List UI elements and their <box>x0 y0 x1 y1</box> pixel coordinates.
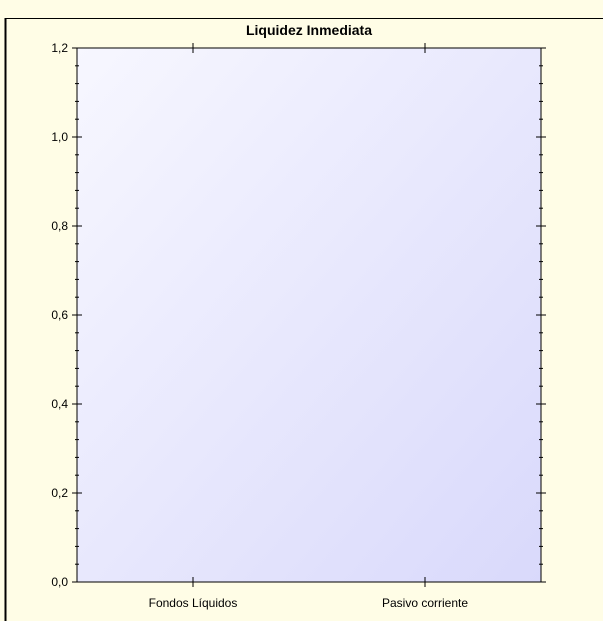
x-tick-label: Pasivo corriente <box>382 596 468 610</box>
y-axis: 0,0 0,2 0,4 0,6 0,8 1,0 1,2 <box>51 41 546 589</box>
y-tick-label: 0,0 <box>51 575 68 589</box>
plot-area <box>76 47 542 583</box>
y-tick-label: 0,4 <box>51 397 68 411</box>
chart-title: Liquidez Inmediata <box>246 22 372 38</box>
y-tick-label: 0,6 <box>51 308 68 322</box>
x-tick-label: Fondos Líquidos <box>149 596 238 610</box>
y-tick-label: 1,2 <box>51 41 68 55</box>
y-tick-label: 0,8 <box>51 219 68 233</box>
y-tick-label: 0,2 <box>51 486 68 500</box>
y-tick-label: 1,0 <box>51 130 68 144</box>
x-axis: Fondos Líquidos Pasivo corriente <box>149 43 468 610</box>
